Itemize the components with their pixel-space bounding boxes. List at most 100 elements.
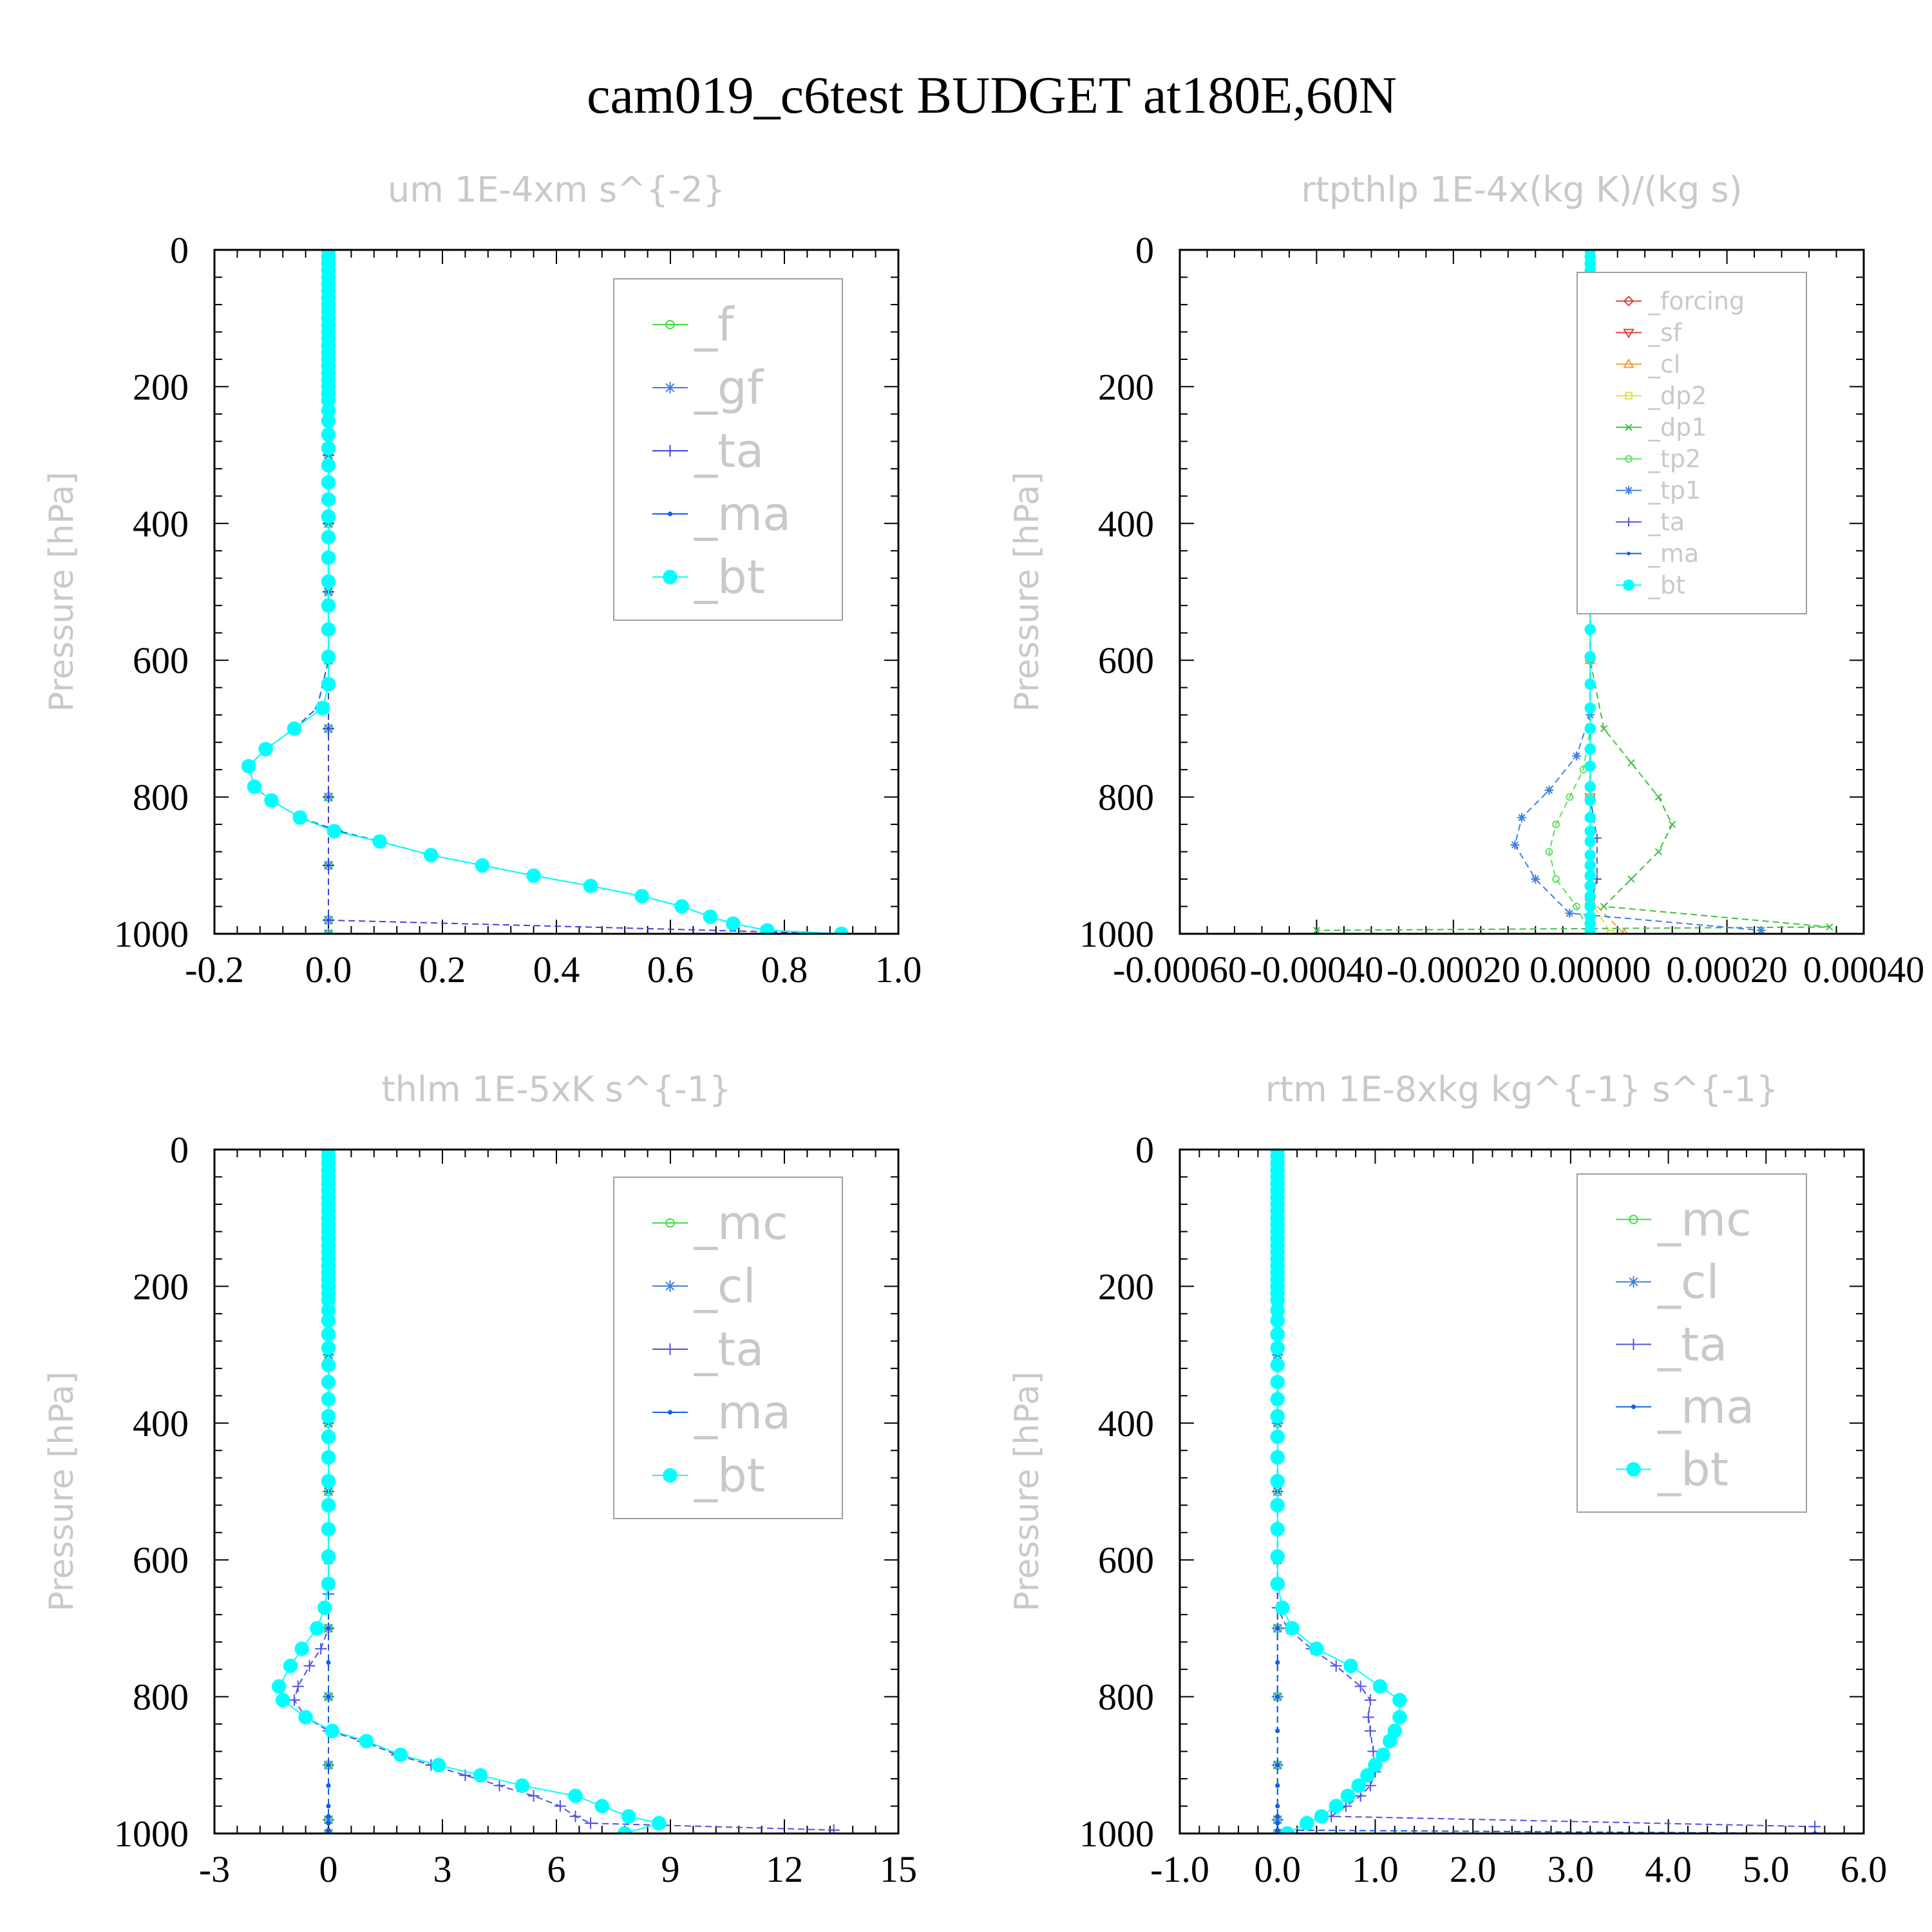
legend-marker <box>663 569 677 585</box>
y-tick-label: 600 <box>1098 1539 1154 1581</box>
point-bt <box>1368 1757 1383 1773</box>
point-dp1 <box>1600 902 1608 911</box>
point-bt <box>1584 623 1596 636</box>
point-bt <box>321 1549 336 1564</box>
point-bt <box>241 759 256 774</box>
y-tick-label: 400 <box>1098 503 1154 545</box>
point-ta <box>1330 1660 1342 1672</box>
point-bt <box>1382 1734 1397 1748</box>
legend-label: _cl <box>1647 350 1680 379</box>
point-bt <box>1584 678 1596 690</box>
legend-marker <box>1627 1276 1640 1288</box>
point-ma <box>326 1803 331 1809</box>
point-bt <box>393 1747 408 1763</box>
point-ta <box>554 1800 566 1812</box>
point-bt <box>1376 1747 1390 1763</box>
point-bt <box>292 810 307 825</box>
point-dp1 <box>1654 793 1663 801</box>
plot-frame <box>213 1148 900 1835</box>
point-bt <box>321 1577 336 1591</box>
x-tick-label: 15 <box>880 1848 917 1890</box>
point-bt <box>321 1340 336 1356</box>
legend-marker <box>664 1343 676 1355</box>
legend-label: _tp1 <box>1647 477 1701 505</box>
x-tick-label: 6.0 <box>1841 1848 1888 1890</box>
point-ta <box>493 1779 506 1792</box>
point-bt <box>1309 1642 1324 1656</box>
y-tick-label: 400 <box>133 1403 189 1444</box>
point-ta <box>292 1680 304 1692</box>
point-tp2 <box>1566 793 1574 801</box>
point-dp1 <box>1826 923 1833 931</box>
y-tick-label: 0 <box>170 1129 189 1171</box>
point-tp1 <box>1756 925 1766 934</box>
x-tick-label: -0.00060 <box>1113 949 1247 990</box>
point-tp1 <box>1517 813 1526 822</box>
legend-label: _bt <box>694 1448 765 1502</box>
panel-title: um 1E-4xm s^{-2} <box>388 169 725 210</box>
legend-box <box>1577 272 1807 614</box>
point-bt <box>321 458 336 473</box>
legend-label: _gf <box>694 361 764 415</box>
point-bt <box>321 1392 336 1406</box>
legend: _mc _cl _ta _ma _bt <box>613 1177 843 1519</box>
legend-marker <box>1623 328 1634 339</box>
y-tick-label: 800 <box>1098 777 1154 819</box>
legend: _mc _cl _ta _ma _bt <box>1577 1173 1807 1513</box>
point-ta <box>323 859 334 871</box>
legend-label: _ta <box>694 1322 764 1376</box>
legend-marker <box>1631 1404 1636 1410</box>
point-bt <box>1314 1809 1329 1824</box>
x-tick-label: -3 <box>199 1848 230 1890</box>
legend-label: _bt <box>1657 1443 1728 1497</box>
x-tick-label: 9 <box>661 1848 680 1890</box>
point-bt <box>321 1358 336 1372</box>
point-bt <box>321 529 336 545</box>
point-bt <box>431 1757 446 1773</box>
point-bt <box>321 1374 336 1390</box>
x-tick-label: -0.00020 <box>1387 949 1520 990</box>
point-ma <box>1275 1814 1280 1819</box>
x-tick-label: -0.00040 <box>1249 949 1383 990</box>
point-bt <box>1584 825 1596 837</box>
point-bt <box>283 1658 298 1674</box>
x-tick-label: 0 <box>319 1848 338 1890</box>
x-tick-label: 4.0 <box>1645 1848 1692 1890</box>
point-bt <box>1270 1374 1285 1390</box>
point-bt <box>1340 1788 1356 1803</box>
x-tick-label: 1.0 <box>875 949 922 990</box>
x-tick-label: 0.6 <box>647 949 694 990</box>
point-ma <box>1275 1803 1280 1809</box>
point-bt <box>1270 1327 1285 1341</box>
point-bt <box>1584 702 1596 714</box>
point-tp1 <box>1544 785 1554 795</box>
point-ma <box>326 1783 331 1788</box>
legend-label: _bt <box>1647 571 1685 600</box>
point-dp1 <box>1600 724 1608 733</box>
plot-frame <box>1179 249 1865 935</box>
point-ma <box>1275 1783 1280 1788</box>
legend-marker <box>1626 1462 1641 1477</box>
point-bt <box>321 440 336 456</box>
legend-label: _sf <box>1647 319 1683 347</box>
point-bt <box>321 492 336 507</box>
x-tick-label: 3 <box>433 1848 452 1890</box>
point-bt <box>634 889 649 904</box>
legend-box <box>613 278 843 621</box>
y-tick-label: 1000 <box>1079 1813 1154 1855</box>
point-bt <box>583 878 598 893</box>
point-bt <box>1392 1692 1407 1708</box>
point-bt <box>473 1768 488 1783</box>
point-bt <box>617 1826 632 1833</box>
legend-label: _ta <box>694 424 764 478</box>
point-ta <box>323 723 334 735</box>
y-tick-label: 200 <box>133 1265 189 1307</box>
point-bt <box>1584 795 1596 806</box>
point-bt <box>1584 781 1596 793</box>
point-bt <box>1270 1392 1285 1406</box>
point-bt <box>325 1723 340 1738</box>
x-tick-label: -1.0 <box>1150 1848 1209 1890</box>
point-bt <box>321 1327 336 1341</box>
y-tick-label: 400 <box>1098 1403 1154 1444</box>
point-ma <box>326 1625 331 1631</box>
